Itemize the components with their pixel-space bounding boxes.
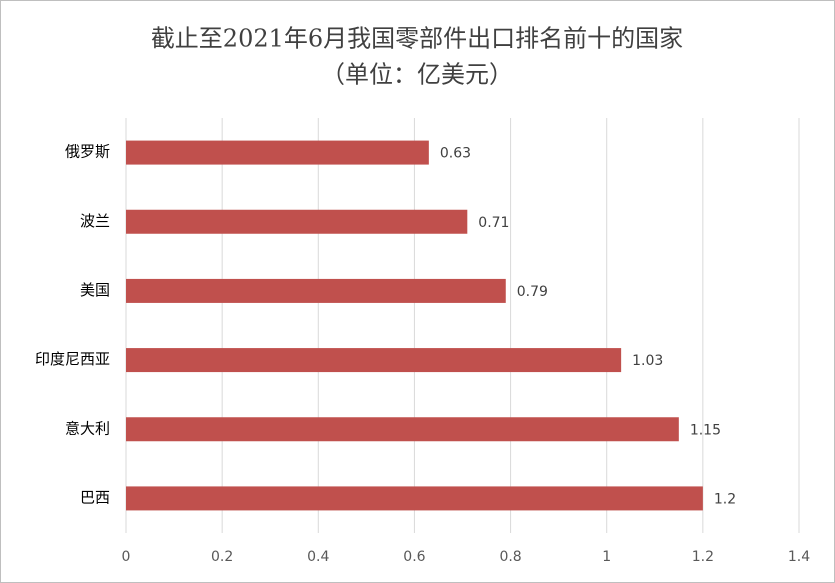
data-label: 0.79 xyxy=(517,284,548,300)
bar xyxy=(126,278,506,303)
y-tick-label: 意大利 xyxy=(65,419,110,437)
x-tick-label: 0.4 xyxy=(307,549,329,565)
data-label: 0.71 xyxy=(478,215,509,231)
data-label: 1.15 xyxy=(690,422,721,438)
y-tick-label: 波兰 xyxy=(80,212,110,230)
y-tick-label: 印度尼西亚 xyxy=(35,350,110,368)
bar xyxy=(126,140,429,165)
data-label: 1.2 xyxy=(714,491,736,507)
chart-subtitle: （单位：亿美元） xyxy=(321,61,513,89)
bar xyxy=(126,417,679,442)
x-tick-label: 0.2 xyxy=(211,549,233,565)
y-tick-label: 俄罗斯 xyxy=(65,143,110,161)
x-tick-label: 1.4 xyxy=(788,549,810,565)
x-tick-label: 1 xyxy=(602,549,611,565)
x-tick-label: 1.2 xyxy=(692,549,714,565)
bar xyxy=(126,486,703,511)
x-tick-label: 0.8 xyxy=(499,549,521,565)
data-label: 0.63 xyxy=(440,146,471,162)
x-tick-label: 0 xyxy=(122,549,131,565)
data-label: 1.03 xyxy=(632,353,663,369)
y-tick-label: 巴西 xyxy=(80,488,110,506)
x-tick-label: 0.6 xyxy=(403,549,425,565)
chart-title: 截止至2021年6月我国零部件出口排名前十的国家 xyxy=(151,25,683,53)
bar xyxy=(126,348,622,373)
y-tick-label: 美国 xyxy=(80,281,110,299)
bar xyxy=(126,209,468,234)
